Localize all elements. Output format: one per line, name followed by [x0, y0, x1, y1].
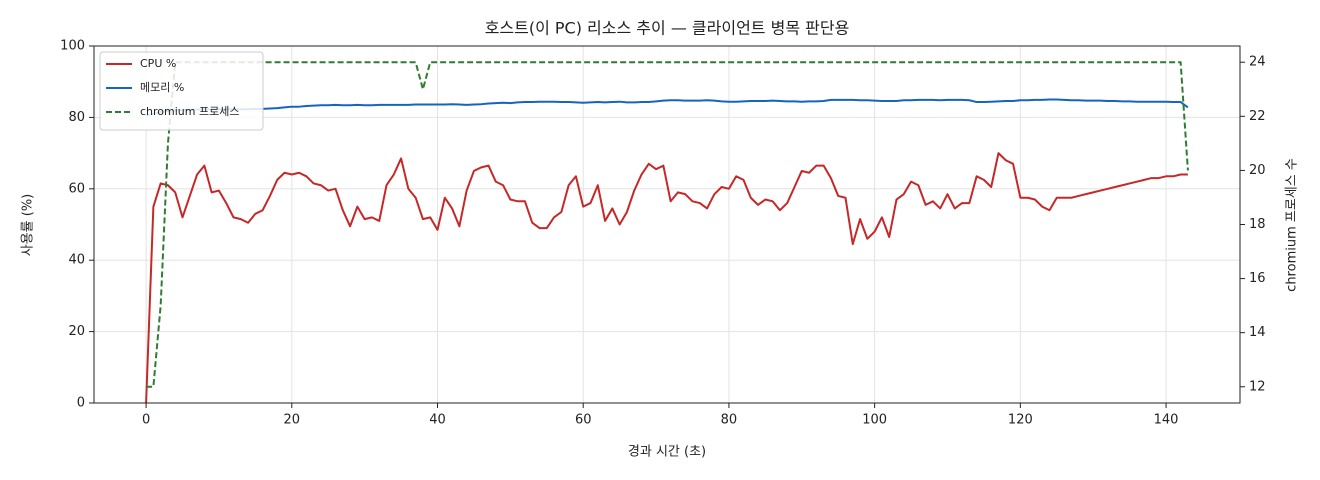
- y2-tick-label: 16: [1249, 271, 1266, 286]
- plot-frame: [93, 45, 1241, 404]
- x-tick-label: 0: [142, 413, 150, 428]
- legend-label: chromium 프로세스: [140, 105, 239, 118]
- legend: CPU % 메모리 % chromium 프로세스: [99, 51, 264, 131]
- series-line: [145, 98, 1189, 117]
- y-tick-label: 0: [77, 396, 85, 411]
- x-tick-label: 120: [1008, 413, 1033, 428]
- y-tick-label: 20: [68, 324, 85, 339]
- x-tick-label: 60: [575, 413, 592, 428]
- y-tick-label: 60: [68, 181, 85, 196]
- x-tick-label: 40: [429, 413, 446, 428]
- y2-tick-label: 20: [1249, 163, 1266, 178]
- x-tick-label: 20: [284, 413, 301, 428]
- legend-label: CPU %: [140, 57, 176, 70]
- y-tick-label: 40: [68, 253, 85, 268]
- x-axis-label: 경과 시간 (초): [628, 445, 706, 460]
- series-line: [146, 61, 1189, 388]
- y2-tick-label: 22: [1249, 109, 1266, 124]
- y2-tick-label: 14: [1249, 325, 1266, 340]
- y-axis-label: 사용률 (%): [21, 194, 36, 257]
- y2-tick-label: 18: [1249, 217, 1266, 232]
- y2-tick-label: 12: [1249, 379, 1266, 394]
- y-tick-label: 100: [60, 39, 85, 54]
- y2-tick-label: 24: [1249, 55, 1266, 70]
- series-line: [145, 152, 1188, 404]
- x-tick-label: 140: [1154, 413, 1179, 428]
- y-tick-label: 80: [68, 110, 85, 125]
- chart-title: 호스트(이 PC) 리소스 추이 — 클라이언트 병목 판단용: [485, 19, 850, 38]
- x-tick-label: 100: [862, 413, 887, 428]
- x-tick-label: 80: [721, 413, 738, 428]
- legend-box: [99, 51, 264, 131]
- legend-label: 메모리 %: [140, 81, 184, 94]
- y2-axis-label: chromium 프로세스 수: [1285, 158, 1300, 292]
